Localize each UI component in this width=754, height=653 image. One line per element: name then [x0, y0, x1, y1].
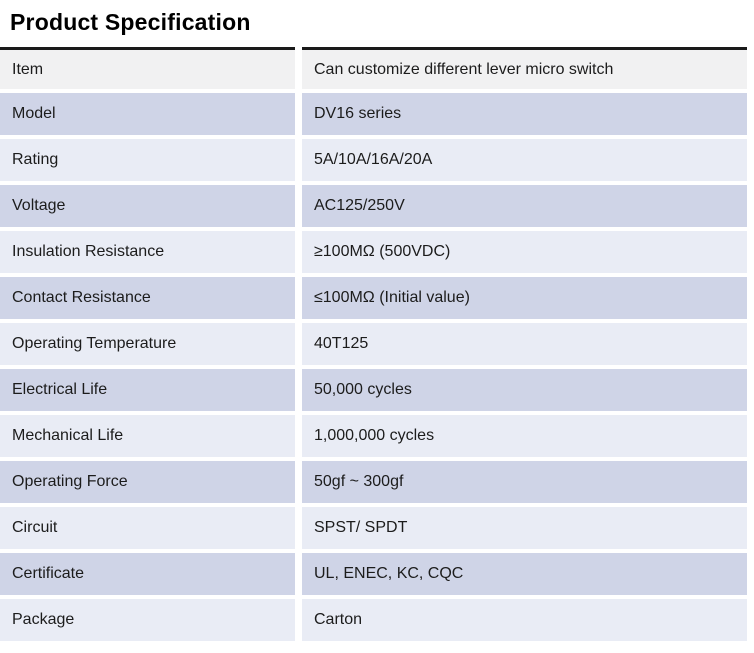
spec-label: Package: [0, 599, 295, 641]
spec-value: 5A/10A/16A/20A: [302, 139, 747, 181]
spec-value: AC125/250V: [302, 185, 747, 227]
table-row: Insulation Resistance ≥100MΩ (500VDC): [0, 231, 747, 273]
spec-value: 50gf ~ 300gf: [302, 461, 747, 503]
table-row: Rating 5A/10A/16A/20A: [0, 139, 747, 181]
table-row: Contact Resistance ≤100MΩ (Initial value…: [0, 277, 747, 319]
table-row: Package Carton: [0, 599, 747, 641]
table-row: Circuit SPST/ SPDT: [0, 507, 747, 549]
spec-label: Operating Force: [0, 461, 295, 503]
spec-label: Insulation Resistance: [0, 231, 295, 273]
spec-value: SPST/ SPDT: [302, 507, 747, 549]
spec-label: Contact Resistance: [0, 277, 295, 319]
spec-label: Rating: [0, 139, 295, 181]
page: Product Specification Item Can customize…: [0, 9, 754, 641]
spec-label: Model: [0, 93, 295, 135]
spec-value: Can customize different lever micro swit…: [302, 47, 747, 89]
table-row: Mechanical Life 1,000,000 cycles: [0, 415, 747, 457]
table-row: Operating Temperature 40T125: [0, 323, 747, 365]
table-row: Certificate UL, ENEC, KC, CQC: [0, 553, 747, 595]
spec-label: Certificate: [0, 553, 295, 595]
spec-value: 1,000,000 cycles: [302, 415, 747, 457]
spec-value: DV16 series: [302, 93, 747, 135]
spec-value: ≥100MΩ (500VDC): [302, 231, 747, 273]
spec-label: Mechanical Life: [0, 415, 295, 457]
specification-table: Item Can customize different lever micro…: [0, 47, 747, 641]
spec-value: 50,000 cycles: [302, 369, 747, 411]
spec-label: Operating Temperature: [0, 323, 295, 365]
spec-value: 40T125: [302, 323, 747, 365]
spec-label: Circuit: [0, 507, 295, 549]
spec-label: Voltage: [0, 185, 295, 227]
page-title: Product Specification: [10, 9, 251, 35]
table-row: Electrical Life 50,000 cycles: [0, 369, 747, 411]
table-row: Item Can customize different lever micro…: [0, 47, 747, 89]
spec-label: Electrical Life: [0, 369, 295, 411]
spec-value: UL, ENEC, KC, CQC: [302, 553, 747, 595]
spec-label: Item: [0, 47, 295, 89]
spec-value: ≤100MΩ (Initial value): [302, 277, 747, 319]
table-row: Voltage AC125/250V: [0, 185, 747, 227]
spec-value: Carton: [302, 599, 747, 641]
table-row: Operating Force 50gf ~ 300gf: [0, 461, 747, 503]
table-row: Model DV16 series: [0, 93, 747, 135]
